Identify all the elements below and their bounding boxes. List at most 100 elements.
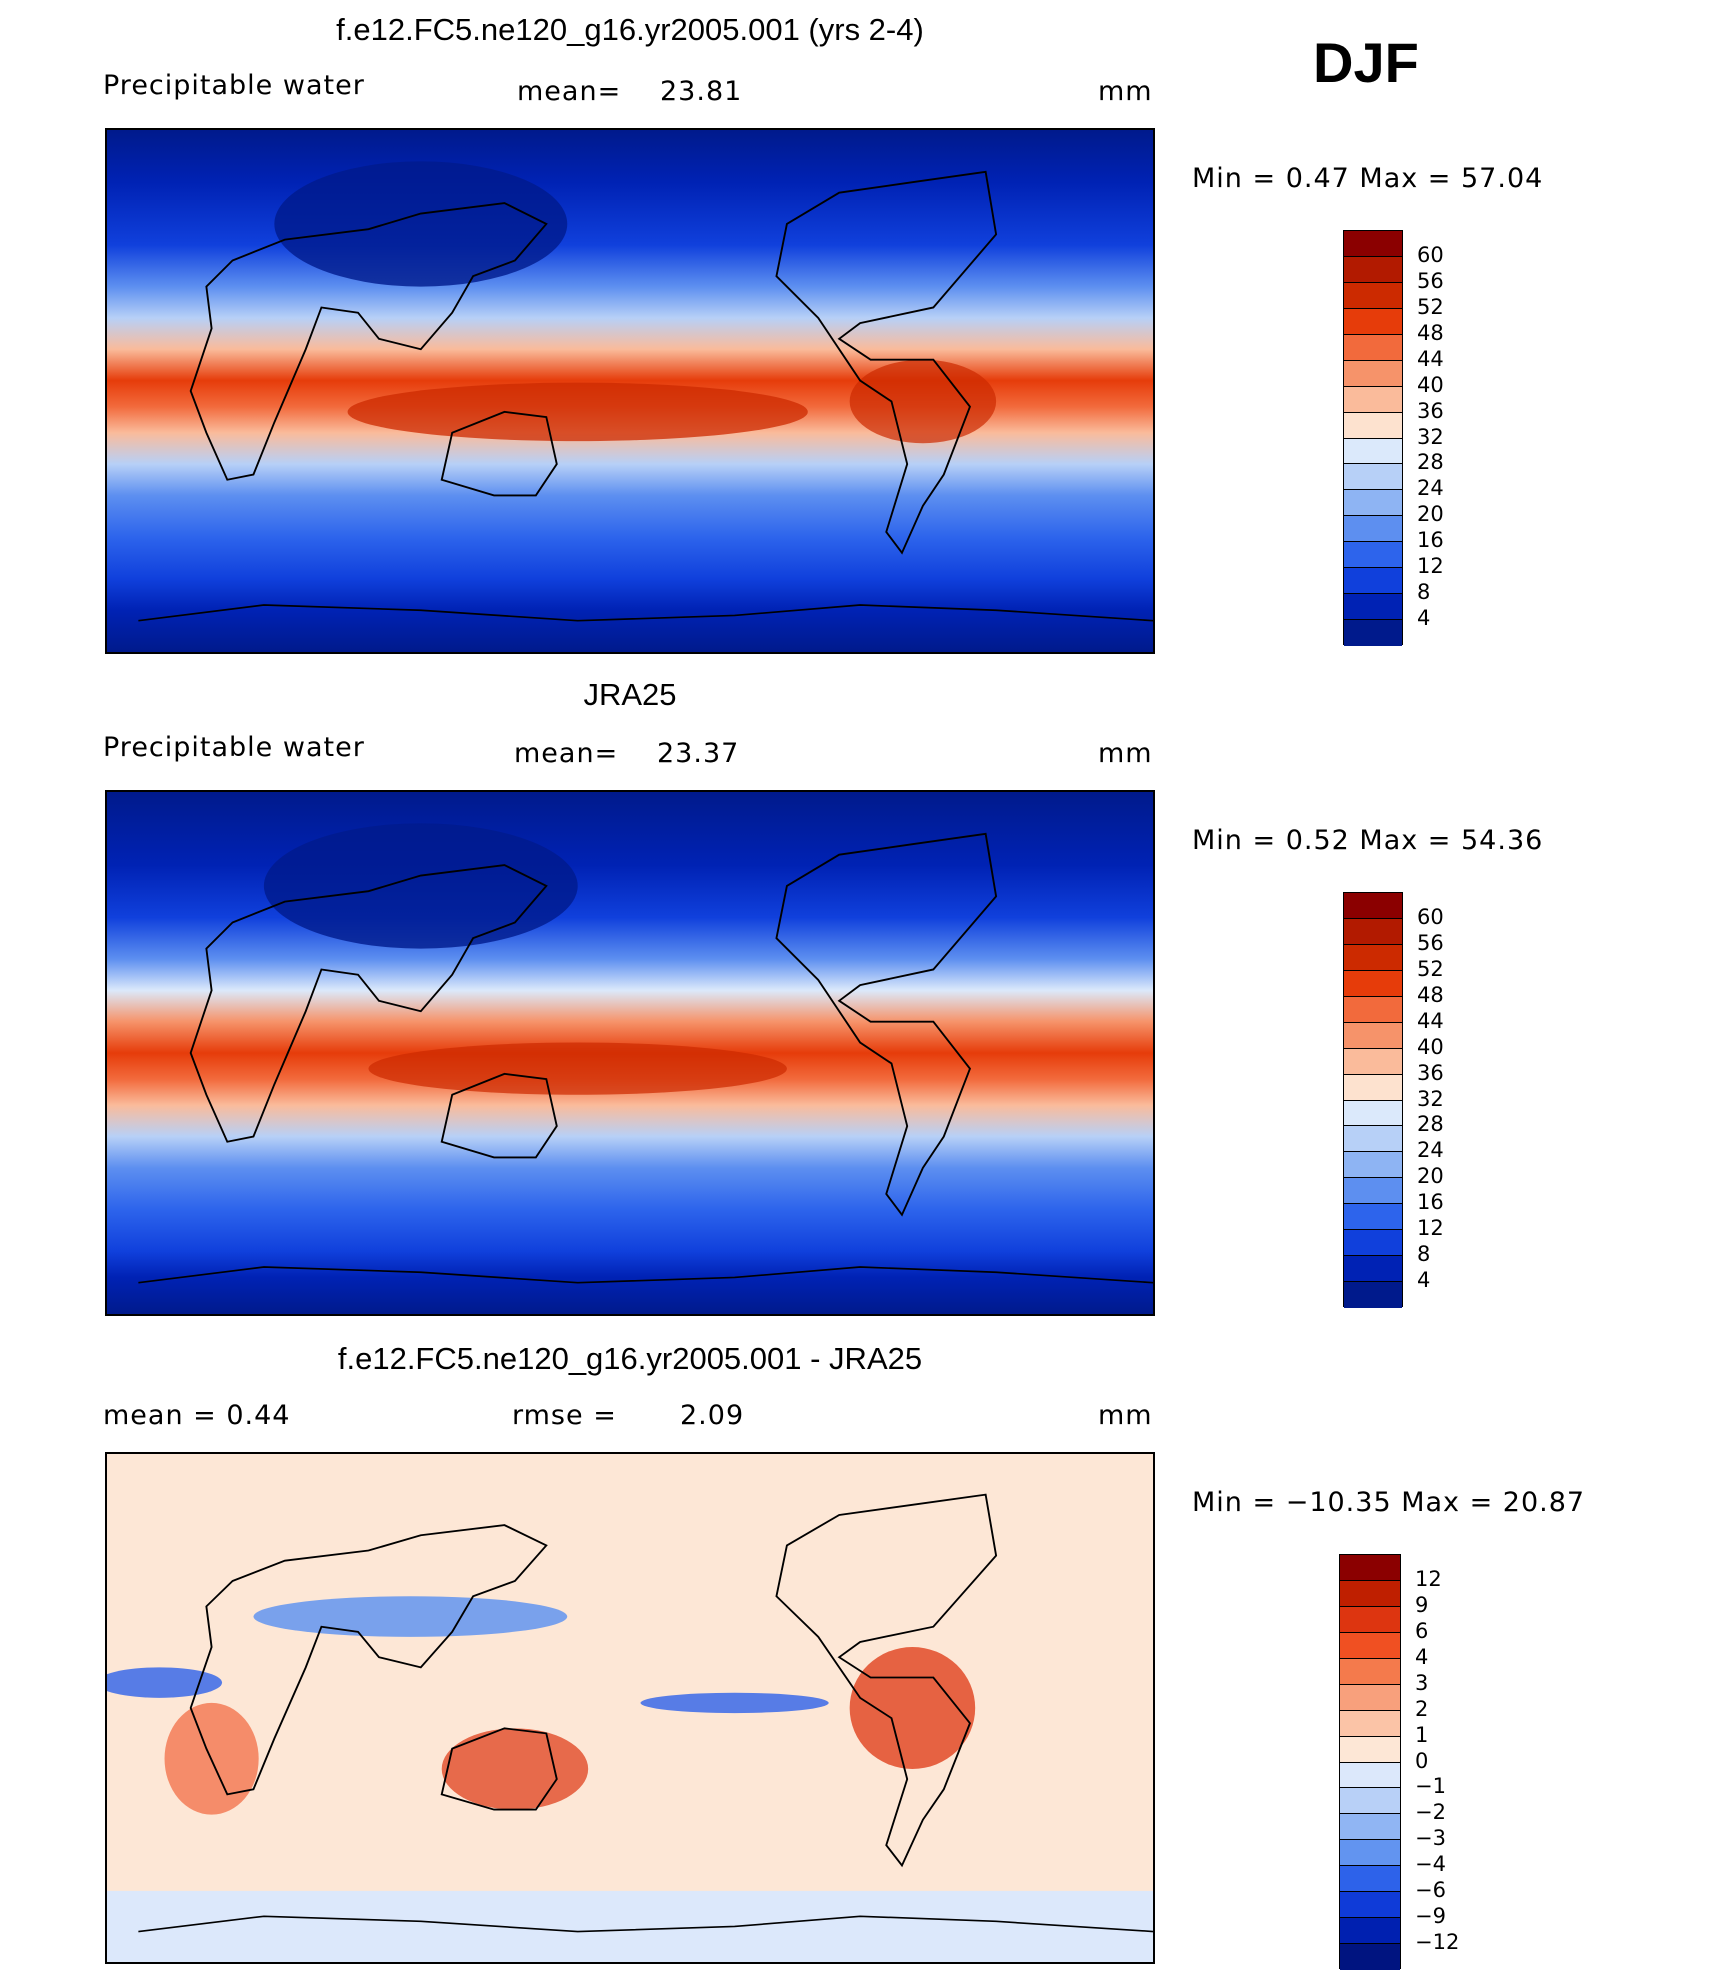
panel-title: f.e12.FC5.ne120_g16.yr2005.001 - JRA25 bbox=[337, 1341, 923, 1376]
colorbar-swatch bbox=[1344, 1178, 1402, 1205]
colorbar-tick-label: 36 bbox=[1417, 398, 1444, 423]
colorbar-swatch bbox=[1340, 1555, 1400, 1581]
colorbar-swatch bbox=[1340, 1580, 1400, 1607]
colorbar-swatch bbox=[1344, 1282, 1402, 1308]
colorbar-tick-label: −1 bbox=[1415, 1774, 1446, 1799]
colorbar-swatch bbox=[1344, 542, 1402, 569]
colorbar-tick-label: 52 bbox=[1417, 294, 1444, 319]
colorbar-swatch bbox=[1340, 1788, 1400, 1815]
colorbar-swatch bbox=[1340, 1632, 1400, 1659]
colorbar-tick-label: 12 bbox=[1417, 554, 1444, 579]
colorbar-tick-label: 60 bbox=[1417, 242, 1444, 267]
americas-coast bbox=[775, 832, 998, 1217]
colorbar-swatch bbox=[1344, 594, 1402, 621]
colorbar-tick-label: 32 bbox=[1417, 424, 1444, 449]
southern-band bbox=[107, 1890, 1153, 1962]
colorbar-swatch bbox=[1340, 1944, 1400, 1970]
mean-label: mean= bbox=[517, 76, 622, 107]
colorbar-swatch bbox=[1344, 412, 1402, 439]
rmse-value: 2.09 bbox=[680, 1400, 745, 1431]
colorbar-swatch bbox=[1344, 282, 1402, 309]
colorbar-swatch bbox=[1344, 1126, 1402, 1153]
warm-pool bbox=[347, 382, 808, 442]
colorbar-swatch bbox=[1344, 1230, 1402, 1257]
colorbar bbox=[1343, 892, 1403, 1308]
positive-australia bbox=[441, 1728, 589, 1810]
mean-value: 23.37 bbox=[657, 738, 740, 769]
warm-pool bbox=[368, 1042, 787, 1095]
colorbar-tick-label: 48 bbox=[1417, 982, 1444, 1007]
colorbar-tick-label: 28 bbox=[1417, 1112, 1444, 1137]
colorbar-swatch bbox=[1344, 516, 1402, 543]
colorbar-swatch bbox=[1344, 970, 1402, 997]
colorbar-swatch bbox=[1344, 918, 1402, 945]
colorbar-tick-label: −2 bbox=[1415, 1800, 1446, 1825]
colorbar-swatch bbox=[1344, 256, 1402, 283]
colorbar-swatch bbox=[1344, 464, 1402, 491]
americas-coast bbox=[775, 170, 998, 555]
minmax-label: Min = 0.52 Max = 54.36 bbox=[1192, 825, 1544, 856]
colorbar-tick-label: 16 bbox=[1417, 1190, 1444, 1215]
difference-map bbox=[105, 1452, 1155, 1964]
australia-coast bbox=[440, 410, 558, 497]
colorbar-swatch bbox=[1340, 1866, 1400, 1893]
colorbar-swatch bbox=[1340, 1840, 1400, 1867]
colorbar-swatch bbox=[1340, 1892, 1400, 1919]
colorbar-tick-label: 12 bbox=[1417, 1216, 1444, 1241]
colorbar-tick-label: 36 bbox=[1417, 1060, 1444, 1085]
colorbar-tick-label: −9 bbox=[1415, 1904, 1446, 1929]
colorbar-tick-label: 1 bbox=[1415, 1722, 1429, 1747]
precipitable-water-map bbox=[105, 128, 1155, 654]
colorbar-swatch bbox=[1340, 1736, 1400, 1763]
colorbar-swatch bbox=[1344, 1152, 1402, 1179]
colorbar-tick-label: 20 bbox=[1417, 502, 1444, 527]
siberia-min bbox=[274, 161, 568, 287]
colorbar-swatch bbox=[1340, 1814, 1400, 1841]
antarctica-coast bbox=[138, 1266, 1153, 1284]
map-svg bbox=[107, 792, 1153, 1314]
colorbar-tick-label: 4 bbox=[1417, 606, 1431, 631]
colorbar-swatch bbox=[1344, 334, 1402, 361]
colorbar-tick-label: 40 bbox=[1417, 1034, 1444, 1059]
colorbar-tick-label: 28 bbox=[1417, 450, 1444, 475]
colorbar-tick-label: 4 bbox=[1415, 1644, 1429, 1669]
variable-label: Precipitable water bbox=[103, 70, 365, 101]
siberia-min bbox=[263, 823, 578, 949]
colorbar-tick-label: 32 bbox=[1417, 1086, 1444, 1111]
colorbar-tick-label: 3 bbox=[1415, 1670, 1429, 1695]
australia-coast bbox=[440, 1727, 558, 1811]
mean-label: mean = 0.44 bbox=[103, 1400, 291, 1431]
colorbar-swatch bbox=[1344, 231, 1402, 257]
negative-band bbox=[253, 1596, 568, 1637]
colorbar-tick-label: 60 bbox=[1417, 904, 1444, 929]
colorbar-swatch bbox=[1344, 1256, 1402, 1283]
colorbar-swatch bbox=[1344, 996, 1402, 1023]
colorbar-swatch bbox=[1344, 1074, 1402, 1101]
antarctica-coast bbox=[138, 604, 1153, 622]
colorbar-tick-label: 16 bbox=[1417, 528, 1444, 553]
colorbar-tick-label: 44 bbox=[1417, 346, 1444, 371]
colorbar-tick-label: 8 bbox=[1417, 580, 1431, 605]
colorbar-tick-label: 4 bbox=[1417, 1268, 1431, 1293]
minmax-label: Min = 0.47 Max = 57.04 bbox=[1192, 163, 1544, 194]
map-svg bbox=[107, 130, 1153, 652]
colorbar-tick-label: −3 bbox=[1415, 1826, 1446, 1851]
colorbar bbox=[1339, 1554, 1401, 1970]
colorbar-swatch bbox=[1340, 1606, 1400, 1633]
units-label: mm bbox=[1098, 738, 1153, 769]
colorbar-tick-label: −6 bbox=[1415, 1878, 1446, 1903]
panel-title: f.e12.FC5.ne120_g16.yr2005.001 (yrs 2-4) bbox=[336, 12, 924, 47]
colorbar-swatch bbox=[1344, 1204, 1402, 1231]
colorbar-swatch bbox=[1344, 438, 1402, 465]
amazon-max bbox=[849, 359, 997, 444]
variable-label: Precipitable water bbox=[103, 732, 365, 763]
colorbar-swatch bbox=[1344, 1100, 1402, 1127]
colorbar-swatch bbox=[1344, 386, 1402, 413]
eurasia-africa-coast bbox=[189, 864, 548, 1143]
field-background bbox=[107, 1454, 1153, 1962]
colorbar-tick-label: 52 bbox=[1417, 956, 1444, 981]
precipitable-water-map bbox=[105, 790, 1155, 1316]
colorbar-swatch bbox=[1344, 620, 1402, 646]
colorbar-swatch bbox=[1344, 893, 1402, 919]
colorbar-tick-label: 24 bbox=[1417, 476, 1444, 501]
